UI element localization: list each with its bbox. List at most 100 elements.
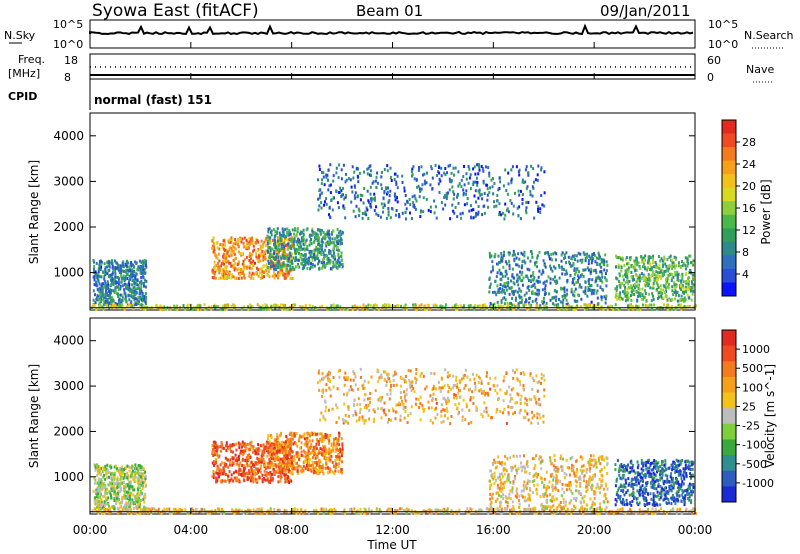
- power-range-cell: [398, 215, 401, 218]
- power-range-cell: [143, 259, 146, 262]
- power-range-cell: [554, 266, 557, 270]
- power-range-cell: [113, 269, 115, 273]
- velocity-range-cell: [238, 443, 241, 447]
- power-range-cell: [475, 200, 477, 204]
- power-range-cell: [295, 247, 298, 251]
- velocity-range-cell: [126, 490, 128, 494]
- power-range-cell: [642, 256, 645, 260]
- velocity-range-cell: [100, 504, 102, 508]
- power-range-cell: [538, 288, 541, 292]
- power-range-cell: [230, 247, 233, 251]
- power-range-cell: [653, 265, 656, 269]
- velocity-range-cell: [314, 456, 317, 460]
- power-range-cell: [347, 177, 350, 181]
- power-range-cell: [271, 255, 274, 259]
- power-range-cell: [139, 307, 142, 310]
- power-range-cell: [596, 296, 599, 300]
- velocity-range-cell: [334, 437, 337, 441]
- velocity-range-cell: [317, 451, 320, 455]
- power-range-cell: [129, 294, 132, 298]
- velocity-range-cell: [111, 472, 114, 476]
- power-range-cell: [136, 298, 139, 302]
- power-range-cell: [230, 238, 233, 242]
- velocity-range-cell: [235, 479, 238, 483]
- power-range-cell: [262, 242, 265, 246]
- power-range-cell: [636, 279, 639, 283]
- power-range-cell: [401, 211, 404, 215]
- power-range-cell: [418, 166, 420, 169]
- power-range-cell: [142, 276, 145, 280]
- velocity-range-cell: [139, 493, 142, 497]
- velocity-range-cell: [263, 450, 266, 454]
- velocity-range-cell: [128, 499, 131, 503]
- power-range-cell: [120, 276, 123, 280]
- power-range-cell: [548, 292, 551, 296]
- power-range-cell: [310, 262, 312, 265]
- power-range-cell: [321, 304, 324, 308]
- velocity-range-cell: [288, 449, 291, 453]
- velocity-range-cell: [232, 471, 235, 475]
- velocity-range-cell: [312, 471, 315, 475]
- power-range-cell: [486, 187, 489, 191]
- power-range-cell: [93, 278, 96, 282]
- power-range-cell: [643, 274, 646, 278]
- velocity-range-cell: [102, 494, 105, 498]
- power-colorbar-swatch: [722, 255, 736, 270]
- power-range-cell: [302, 239, 305, 243]
- power-range-cell: [573, 267, 576, 271]
- power-range-cell: [288, 252, 291, 256]
- power-range-cell: [364, 210, 367, 214]
- velocity-range-cell: [236, 476, 239, 480]
- power-range-cell: [692, 305, 695, 309]
- nave-tick-bottom: 0: [707, 71, 714, 84]
- velocity-range-cell: [215, 476, 218, 480]
- velocity-range-cell: [132, 501, 135, 505]
- power-range-cell: [532, 278, 535, 282]
- velocity-range-cell: [127, 491, 130, 495]
- power-range-cell: [414, 304, 417, 308]
- power-range-cell: [300, 245, 303, 249]
- velocity-range-cell: [214, 446, 217, 450]
- power-range-cell: [313, 253, 316, 257]
- velocity-range-cell: [113, 477, 116, 481]
- power-range-cell: [687, 281, 690, 285]
- power-range-cell: [632, 293, 634, 297]
- velocity-range-cell: [247, 458, 250, 461]
- velocity-range-cell: [144, 496, 147, 500]
- power-range-cell: [686, 293, 689, 297]
- power-range-cell: [534, 261, 537, 265]
- power-range-cell: [625, 256, 628, 259]
- velocity-range-cell: [213, 450, 216, 454]
- power-range-cell: [138, 259, 141, 263]
- power-range-cell: [117, 301, 120, 305]
- power-range-cell: [679, 303, 682, 307]
- power-range-cell: [518, 205, 521, 209]
- velocity-range-cell: [235, 470, 238, 474]
- power-range-cell: [343, 207, 346, 210]
- power-range-cell: [372, 197, 375, 201]
- power-range-cell: [322, 258, 325, 262]
- power-range-cell: [262, 253, 265, 257]
- power-range-cell: [601, 280, 604, 284]
- power-range-cell: [408, 198, 411, 201]
- power-range-cell: [404, 303, 407, 307]
- power-range-cell: [271, 247, 274, 251]
- velocity-range-cell: [319, 438, 322, 442]
- power-range-cell: [675, 285, 678, 289]
- power-range-cell: [226, 250, 229, 254]
- power-range-cell: [375, 175, 378, 179]
- power-range-cell: [359, 198, 362, 202]
- power-range-cell: [307, 262, 310, 266]
- power-range-cell: [322, 264, 324, 268]
- power-range-cell: [535, 304, 538, 307]
- power-range-cell: [553, 303, 556, 307]
- power-range-cell: [351, 307, 354, 311]
- power-range-cell: [352, 209, 355, 213]
- power-range-cell: [644, 284, 647, 288]
- power-range-cell: [225, 269, 228, 273]
- power-range-cell: [514, 289, 517, 293]
- power-range-cell: [575, 304, 578, 308]
- velocity-range-cell: [139, 480, 141, 484]
- power-range-cell: [458, 182, 461, 186]
- power-range-cell: [524, 168, 527, 172]
